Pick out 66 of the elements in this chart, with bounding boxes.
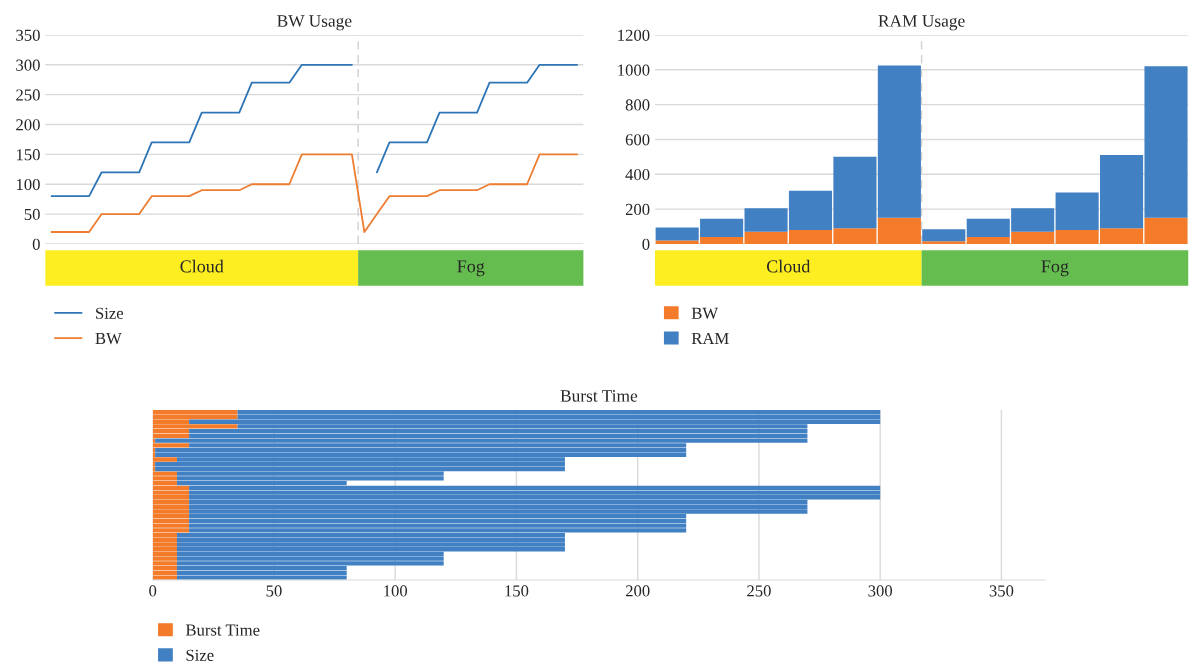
y-tick-label: 50 (24, 208, 40, 221)
bar (152, 414, 238, 420)
bar (152, 485, 190, 491)
y-tick-label: 100 (16, 178, 40, 191)
bar (176, 542, 565, 547)
bar (152, 565, 177, 571)
y-tick-label: 1200 (618, 29, 650, 41)
text: Fog (1041, 260, 1069, 277)
legend-label: BW (691, 307, 719, 319)
bar (189, 518, 687, 524)
bar (189, 509, 808, 514)
bar (152, 433, 190, 439)
y-tick-label: 400 (625, 168, 650, 181)
bar (152, 490, 190, 495)
y-tick-label: 350 (16, 29, 40, 41)
bar (152, 551, 177, 557)
x-tick-label: 250 (747, 585, 771, 597)
chart-title: Burst Time (560, 390, 638, 402)
text: Fog (457, 260, 485, 277)
bar (155, 466, 565, 472)
bar (152, 476, 177, 481)
legend-label: Size (96, 307, 124, 319)
bar (152, 542, 177, 547)
bar (237, 410, 881, 415)
legend-label: Size (186, 649, 214, 661)
x-tick-label: 100 (384, 585, 408, 597)
bar (176, 570, 347, 576)
y-tick-label: 800 (625, 99, 650, 111)
bar (152, 575, 177, 580)
bar (152, 457, 177, 462)
bar (152, 424, 238, 429)
bar (877, 65, 921, 218)
y-tick-label: 150 (16, 149, 40, 161)
legend-label: BW (95, 332, 122, 345)
bar (155, 447, 687, 453)
bar (152, 499, 190, 505)
text: Cloud (180, 259, 224, 273)
x-tick-label: 0 (149, 585, 157, 597)
bar (922, 229, 966, 242)
bar (152, 570, 177, 576)
bar (176, 561, 444, 566)
bar (176, 476, 444, 481)
bar (152, 509, 190, 514)
chart-title: BW Usage (277, 15, 352, 31)
x-tick-label: 50 (266, 585, 282, 597)
y-tick-label: 1000 (618, 64, 650, 76)
bar (152, 410, 238, 415)
y-tick-label: 200 (16, 119, 40, 131)
x-tick-label: 150 (505, 585, 529, 597)
y-tick-label: 250 (16, 89, 40, 101)
legend-label: RAM (691, 332, 729, 344)
y-tick-label: 200 (625, 203, 650, 216)
bar (176, 575, 347, 580)
bar (189, 490, 881, 495)
line-series (50, 153, 579, 233)
x-tick-label: 350 (989, 585, 1014, 597)
x-tick-label: 300 (868, 585, 893, 597)
y-tick-label: 0 (32, 238, 40, 250)
chart-title: RAM Usage (878, 15, 965, 31)
y-tick-label: 0 (642, 238, 650, 250)
text: Cloud (766, 259, 811, 273)
y-tick-label: 300 (16, 59, 40, 71)
bar (152, 518, 190, 524)
legend-label: Burst Time (185, 624, 260, 636)
bar (152, 561, 177, 566)
y-tick-label: 600 (625, 134, 650, 146)
